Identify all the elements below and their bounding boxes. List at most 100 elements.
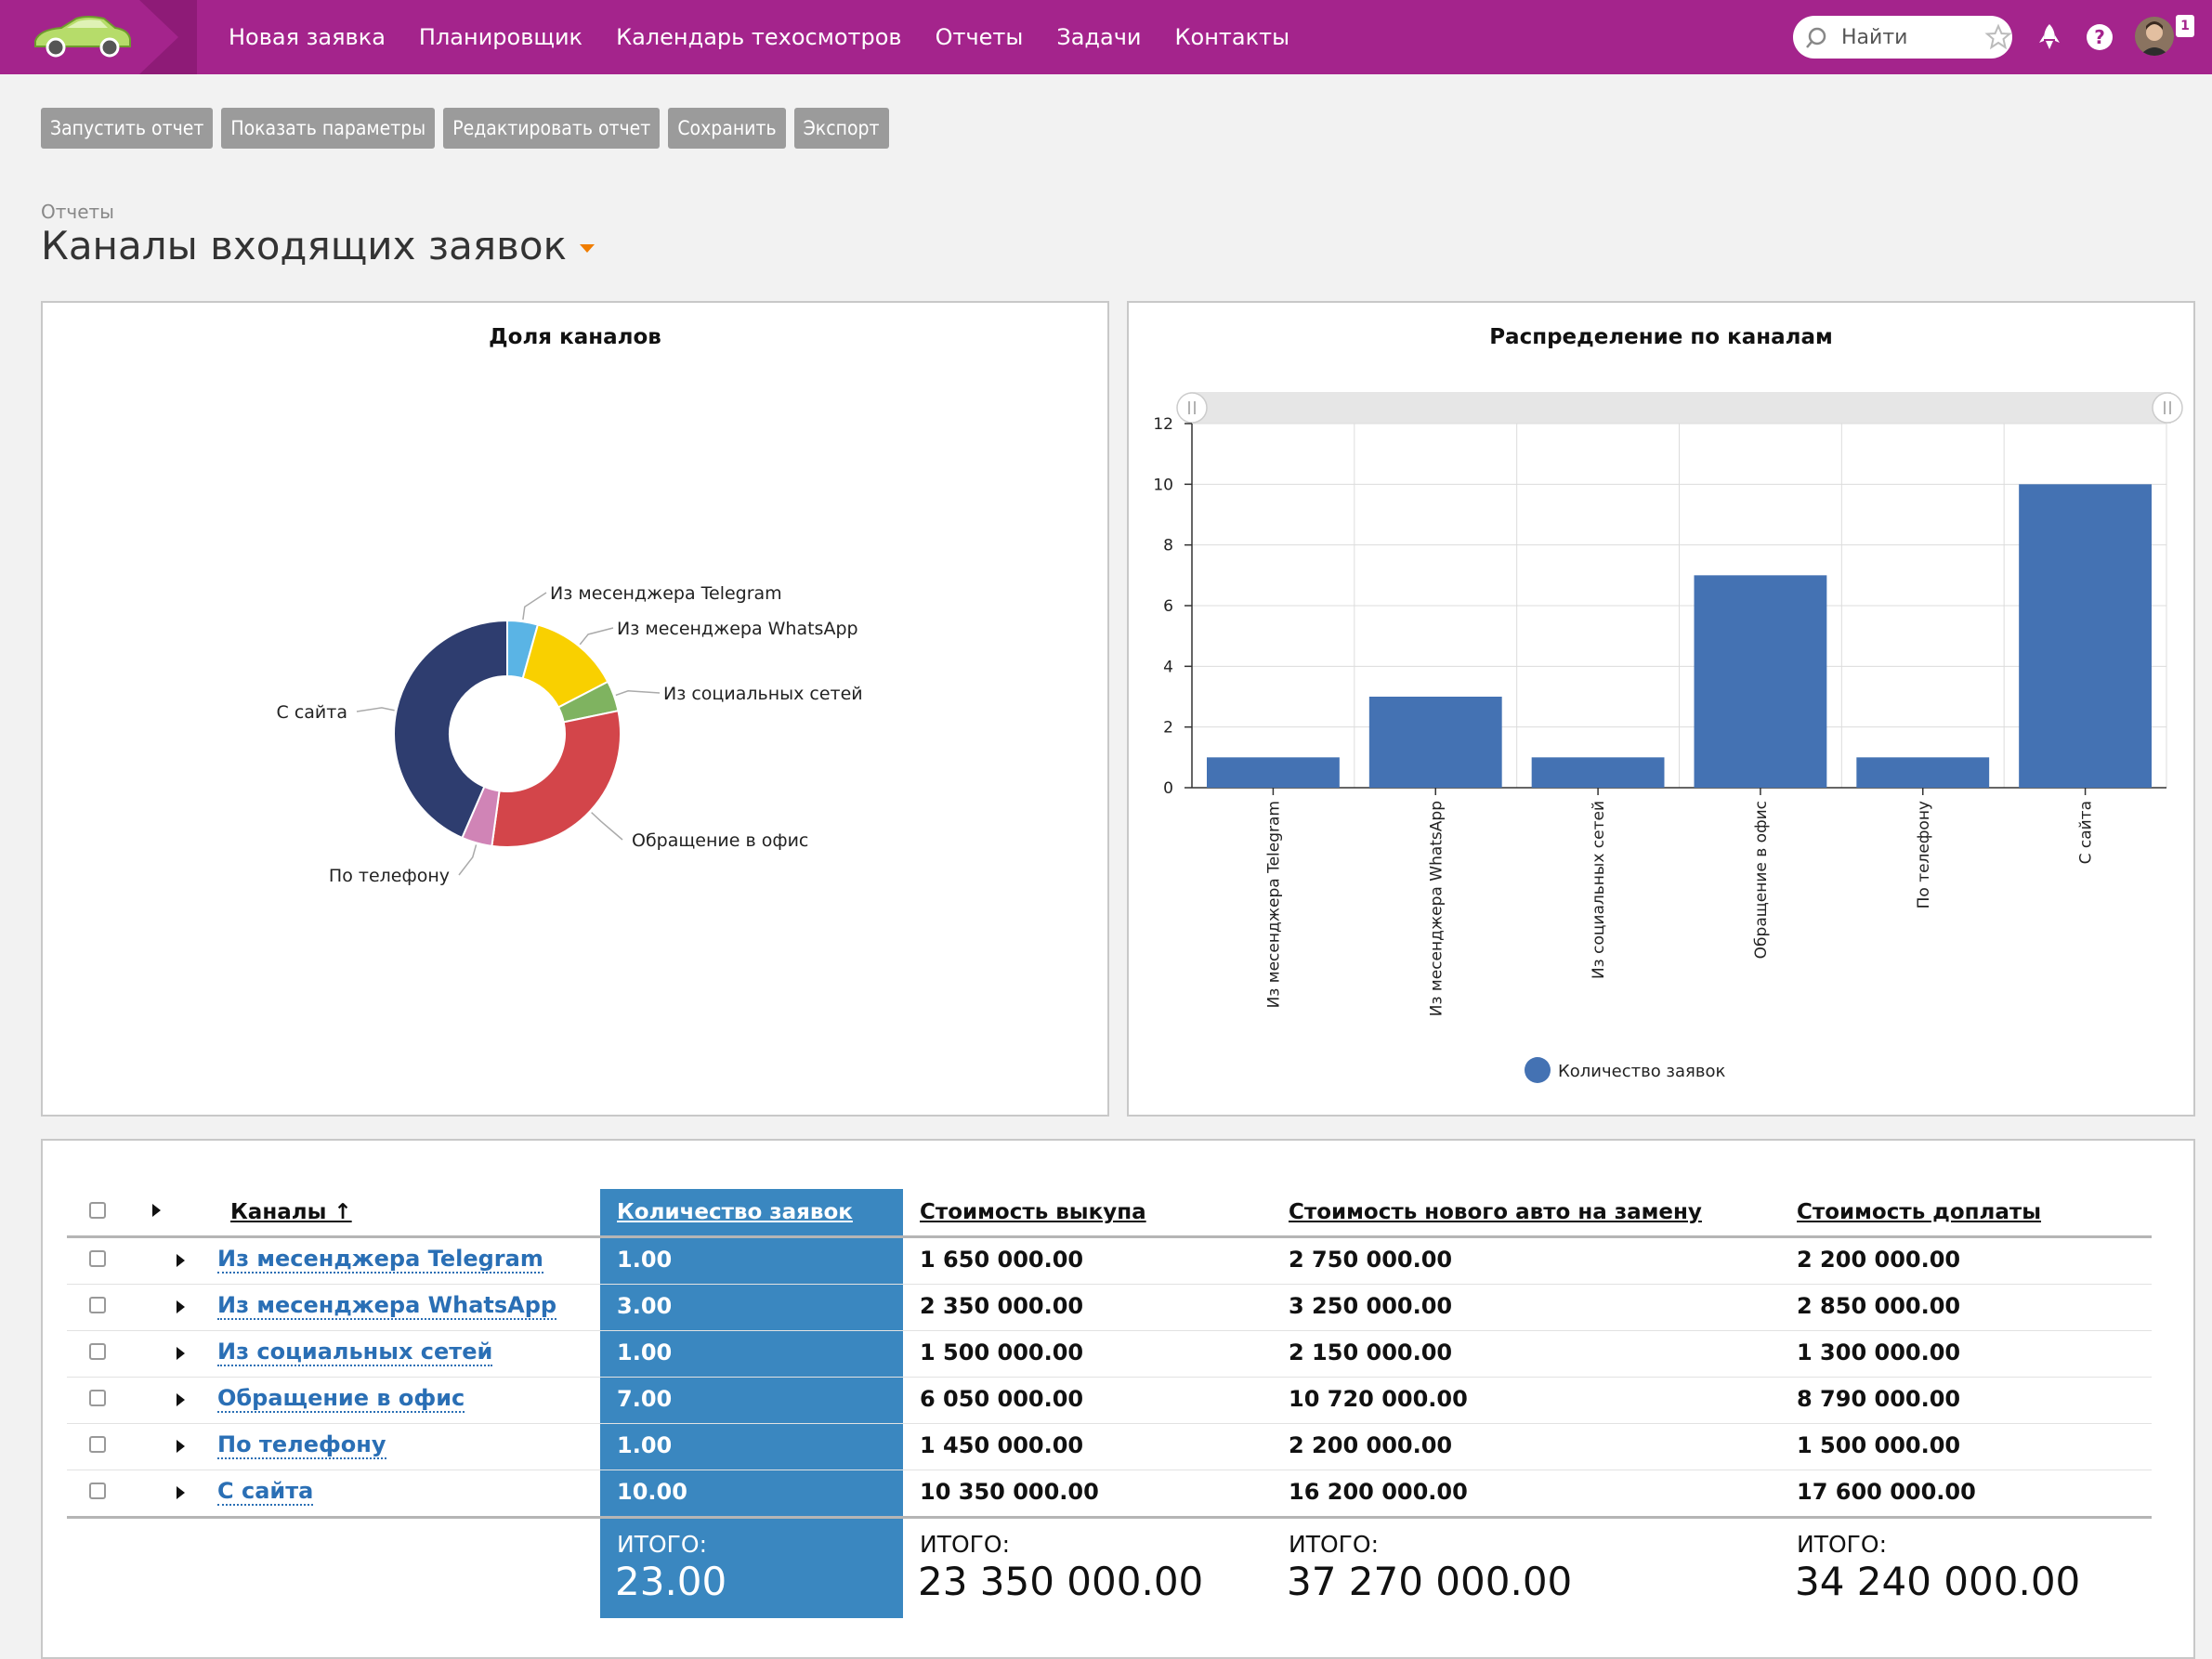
donut-leader-line: [579, 627, 614, 646]
donut-chart-panel: Доля каналов Из месенджера Telegram Из ме…: [41, 301, 1109, 1117]
nav-item-inspection-calendar[interactable]: Календарь техосмотров: [616, 24, 902, 50]
count-cell: 3.00: [617, 1293, 673, 1319]
star-icon[interactable]: [1984, 23, 2012, 51]
edit-report-button[interactable]: Редактировать отчет: [443, 108, 661, 149]
donut-slice-label: Из социальных сетей: [663, 684, 863, 704]
save-button[interactable]: Сохранить: [668, 108, 786, 149]
rocket-icon[interactable]: [2031, 19, 2068, 56]
totals-divider: [67, 1516, 2152, 1519]
range-slider-left-handle[interactable]: [1176, 392, 1208, 424]
bar[interactable]: [1531, 757, 1665, 788]
nav-item-new-request[interactable]: Новая заявка: [229, 24, 386, 50]
total-new-car-label: ИТОГО:: [1289, 1531, 1379, 1558]
count-cell: 1.00: [617, 1339, 673, 1365]
chevron-down-icon[interactable]: [579, 244, 595, 253]
expand-row-icon[interactable]: [177, 1393, 185, 1406]
new-car-cell: 2 200 000.00: [1289, 1432, 1453, 1458]
legend-label[interactable]: Количество заявок: [1558, 1062, 1725, 1081]
expand-all-icon[interactable]: [152, 1204, 161, 1217]
channel-link[interactable]: По телефону: [217, 1431, 386, 1459]
donut-leader-line: [615, 690, 661, 697]
breadcrumb[interactable]: Отчеты: [41, 201, 114, 223]
total-surcharge-label: ИТОГО:: [1797, 1531, 1887, 1558]
nav-item-planner[interactable]: Планировщик: [418, 24, 583, 50]
search-box: [1793, 16, 2012, 59]
show-parameters-button[interactable]: Показать параметры: [221, 108, 436, 149]
channel-link[interactable]: Из месенджера Telegram: [217, 1246, 543, 1274]
range-slider-right-handle[interactable]: [2152, 392, 2183, 424]
bar[interactable]: [2019, 484, 2152, 788]
expand-row-icon[interactable]: [177, 1440, 185, 1453]
bar[interactable]: [1207, 757, 1340, 788]
expand-row-icon[interactable]: [177, 1300, 185, 1313]
channel-link[interactable]: Обращение в офис: [217, 1385, 465, 1413]
expand-row-icon[interactable]: [177, 1347, 185, 1360]
buyout-cell: 1 450 000.00: [920, 1432, 1084, 1458]
row-checkbox[interactable]: [89, 1390, 106, 1406]
header-new-car[interactable]: Стоимость нового авто на замену: [1289, 1200, 1702, 1224]
channel-link[interactable]: С сайта: [217, 1478, 314, 1506]
donut-slice-label: С сайта: [277, 702, 347, 723]
expand-row-icon[interactable]: [177, 1486, 185, 1499]
total-surcharge-value: 34 240 000.00: [1795, 1559, 2081, 1604]
page-title-wrap[interactable]: Каналы входящих заявок: [41, 223, 595, 268]
new-car-cell: 2 750 000.00: [1289, 1247, 1453, 1273]
nav-item-reports[interactable]: Отчеты: [935, 24, 1024, 50]
x-tick-label: По телефону: [1915, 801, 1933, 908]
y-tick-label: 0: [1163, 779, 1173, 798]
donut-slice[interactable]: [393, 619, 508, 840]
row-checkbox[interactable]: [89, 1436, 106, 1453]
row-checkbox[interactable]: [89, 1343, 106, 1360]
row-checkbox[interactable]: [89, 1297, 106, 1313]
bar[interactable]: [1856, 757, 1990, 788]
help-icon[interactable]: ?: [2081, 19, 2118, 56]
surcharge-cell: 1 500 000.00: [1797, 1432, 1961, 1458]
channel-link[interactable]: Из социальных сетей: [217, 1339, 493, 1366]
total-buyout-label: ИТОГО:: [920, 1531, 1010, 1558]
export-button[interactable]: Экспорт: [793, 108, 889, 149]
donut-slice-label: По телефону: [329, 866, 450, 886]
y-tick-label: 6: [1163, 597, 1173, 616]
total-count-value: 23.00: [615, 1559, 727, 1604]
range-slider-track[interactable]: [1190, 392, 2171, 424]
user-avatar[interactable]: [2135, 17, 2174, 56]
svg-text:?: ?: [2094, 26, 2105, 48]
donut-slice[interactable]: [491, 709, 622, 848]
search-input[interactable]: [1839, 24, 1983, 50]
row-checkbox[interactable]: [89, 1250, 106, 1267]
header-surcharge[interactable]: Стоимость доплаты: [1797, 1200, 2042, 1224]
nav-item-tasks[interactable]: Задачи: [1056, 24, 1142, 50]
run-report-button[interactable]: Запустить отчет: [41, 108, 214, 149]
x-tick-label: Из месенджера Telegram: [1264, 801, 1283, 1008]
bar-chart: 0 2 4 6 8 10 12 Из месенджера Telegram Из месенд…: [1153, 392, 2183, 1083]
total-buyout-value: 23 350 000.00: [918, 1559, 1204, 1604]
donut-slice-label: Из месенджера WhatsApp: [617, 619, 858, 639]
row-divider: [67, 1330, 2152, 1331]
app-logo[interactable]: [0, 0, 197, 74]
donut-leader-line: [356, 707, 395, 712]
x-tick-label: Обращение в офис: [1752, 801, 1771, 959]
y-tick-label: 12: [1153, 415, 1173, 434]
nav-item-contacts[interactable]: Контакты: [1174, 24, 1290, 50]
main-nav: Новая заявка Планировщик Календарь техос…: [229, 0, 1323, 74]
row-checkbox[interactable]: [89, 1483, 106, 1499]
header-divider: [67, 1235, 2152, 1238]
page-title: Каналы входящих заявок: [41, 223, 567, 268]
bar[interactable]: [1368, 697, 1502, 788]
notification-badge[interactable]: 1: [2176, 15, 2194, 37]
report-toolbar: Запустить отчет Показать параметры Редак…: [41, 108, 897, 149]
header-channels[interactable]: Каналы ↑: [230, 1200, 352, 1224]
bar[interactable]: [1694, 575, 1827, 788]
expand-row-icon[interactable]: [177, 1254, 185, 1267]
header-count[interactable]: Количество заявок: [617, 1200, 853, 1224]
channel-link[interactable]: Из месенджера WhatsApp: [217, 1292, 557, 1320]
bar-chart-panel: Распределение по каналам 0 2 4 6 8 10 12 Из мес…: [1127, 301, 2195, 1117]
x-tick-label: Из социальных сетей: [1590, 801, 1608, 979]
header-buyout[interactable]: Стоимость выкупа: [920, 1200, 1146, 1224]
new-car-cell: 16 200 000.00: [1289, 1479, 1468, 1505]
legend-marker[interactable]: [1525, 1057, 1551, 1083]
bar-chart-title: Распределение по каналам: [1489, 325, 1833, 349]
new-car-cell: 10 720 000.00: [1289, 1386, 1468, 1412]
count-column-highlight: [600, 1189, 903, 1618]
select-all-checkbox[interactable]: [89, 1202, 106, 1219]
